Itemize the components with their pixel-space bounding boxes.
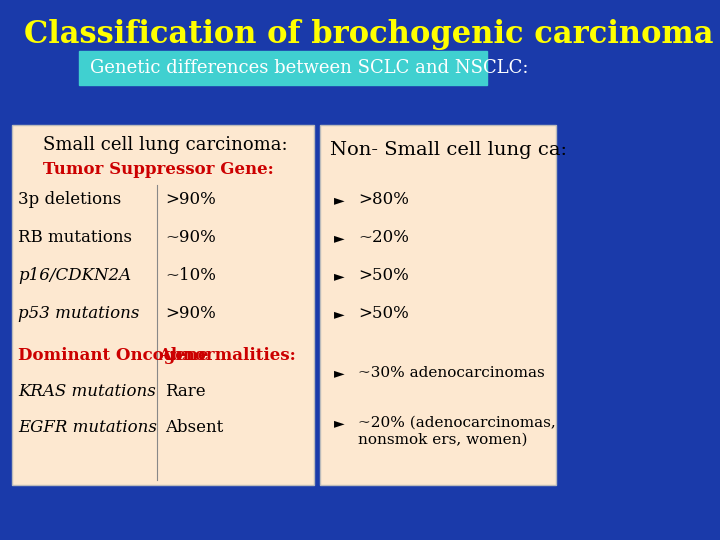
Text: >50%: >50% (358, 306, 409, 322)
Text: ►: ► (334, 269, 345, 283)
Text: ~20%: ~20% (358, 230, 409, 246)
FancyBboxPatch shape (320, 125, 556, 485)
Text: ►: ► (334, 307, 345, 321)
Text: ►: ► (334, 416, 345, 430)
Text: Absent: Absent (165, 420, 223, 436)
Text: >50%: >50% (358, 267, 409, 285)
Text: ►: ► (334, 366, 345, 380)
Text: KRAS mutations: KRAS mutations (18, 383, 156, 401)
Text: ~30% adenocarcinomas: ~30% adenocarcinomas (358, 366, 545, 380)
Text: Classification of brochogenic carcinoma: Classification of brochogenic carcinoma (24, 19, 713, 51)
Text: Tumor Suppressor Gene:: Tumor Suppressor Gene: (43, 161, 274, 179)
Text: >90%: >90% (165, 306, 215, 322)
Text: >90%: >90% (165, 192, 215, 208)
Text: Dominant Oncogene: Dominant Oncogene (18, 348, 209, 364)
Text: ~90%: ~90% (165, 230, 215, 246)
Text: 3p deletions: 3p deletions (18, 192, 121, 208)
Text: Rare: Rare (165, 383, 205, 401)
Text: EGFR mutations: EGFR mutations (18, 420, 157, 436)
Text: ►: ► (334, 193, 345, 207)
Text: >80%: >80% (358, 192, 409, 208)
Text: RB mutations: RB mutations (18, 230, 132, 246)
Text: ►: ► (334, 231, 345, 245)
Text: p53 mutations: p53 mutations (18, 306, 140, 322)
Text: Abnormalities:: Abnormalities: (158, 348, 297, 364)
Text: Genetic differences between SCLC and NSCLC:: Genetic differences between SCLC and NSC… (90, 59, 528, 77)
FancyBboxPatch shape (12, 125, 314, 485)
Text: Non- Small cell lung ca:: Non- Small cell lung ca: (330, 141, 567, 159)
Text: ~20% (adenocarcinomas,
nonsmok ers, women): ~20% (adenocarcinomas, nonsmok ers, wome… (358, 416, 556, 446)
Text: ~10%: ~10% (165, 267, 216, 285)
FancyBboxPatch shape (78, 51, 487, 85)
Text: Small cell lung carcinoma:: Small cell lung carcinoma: (43, 136, 288, 154)
Text: p16/CDKN2A: p16/CDKN2A (18, 267, 131, 285)
